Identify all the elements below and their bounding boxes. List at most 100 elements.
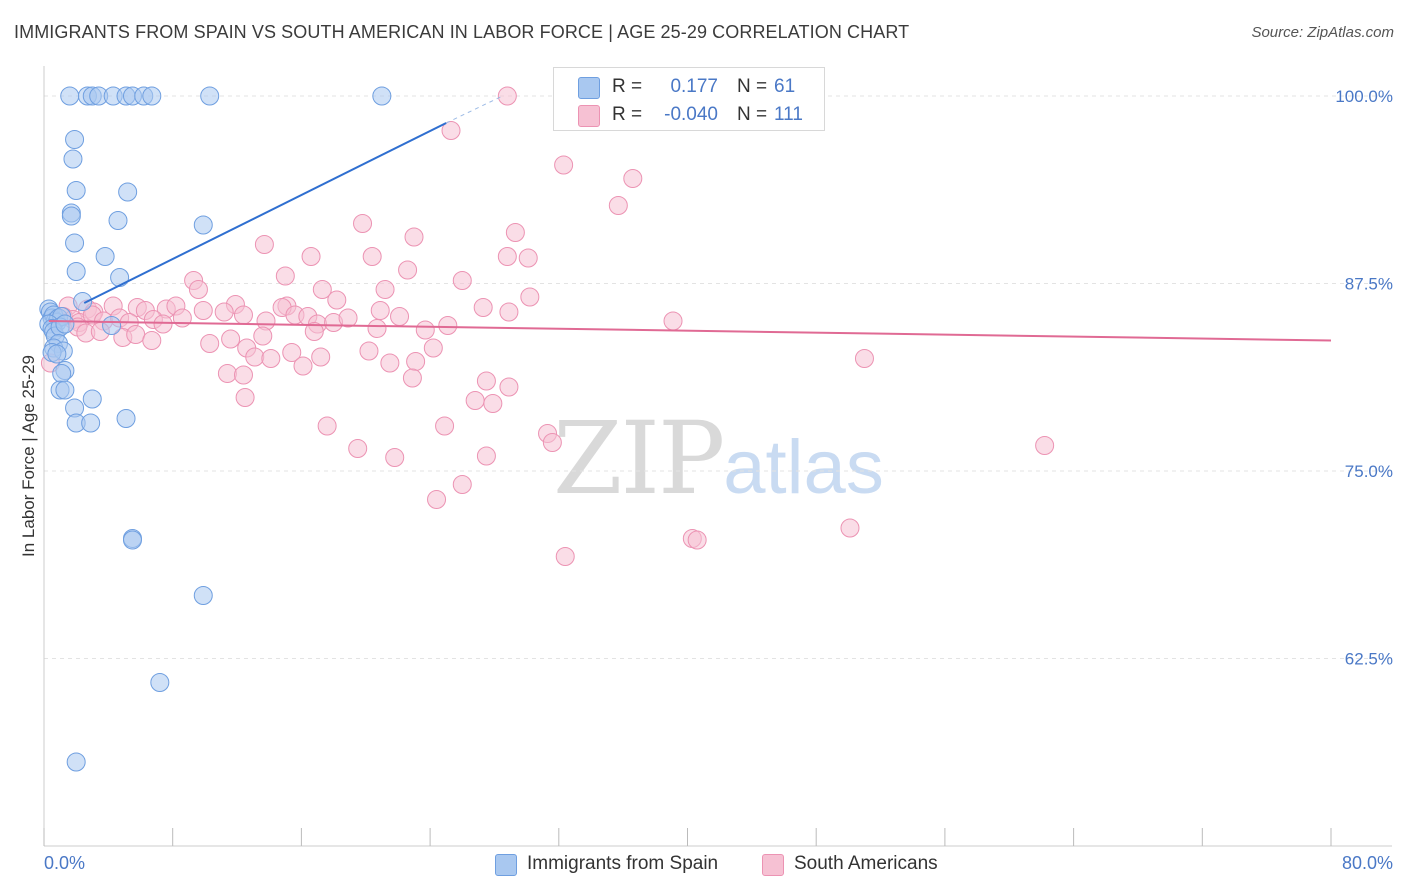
series-south-americans-points: [40, 86, 1055, 566]
y-axis-title: In Labor Force | Age 25-29: [19, 355, 38, 557]
data-point-immigrants-from-spain: [95, 247, 115, 266]
data-point-south-americans: [380, 353, 400, 373]
data-point-immigrants-from-spain: [82, 389, 102, 409]
data-point-immigrants-from-spain: [65, 233, 85, 253]
data-point-south-americans: [362, 247, 382, 266]
data-point-south-americans: [840, 518, 860, 538]
data-point-south-americans: [499, 302, 519, 322]
data-point-immigrants-from-spain: [55, 380, 75, 400]
data-point-south-americans: [253, 326, 273, 346]
data-point-south-americans: [214, 302, 234, 322]
series-immigrants-from-spain-points: [39, 86, 392, 772]
data-point-south-americans: [338, 308, 358, 328]
data-point-south-americans: [367, 319, 387, 338]
legend-n-label: N =: [737, 104, 768, 125]
data-point-immigrants-from-spain: [193, 215, 213, 235]
data-point-south-americans: [353, 214, 373, 233]
data-point-south-americans: [301, 247, 321, 266]
data-point-south-americans: [311, 347, 331, 367]
data-point-south-americans: [520, 287, 540, 307]
data-point-immigrants-from-spain: [193, 586, 213, 605]
y-tick-label: 62.5%: [1345, 650, 1393, 669]
data-point-south-americans: [217, 364, 237, 383]
data-point-south-americans: [687, 530, 707, 550]
data-point-south-americans: [172, 308, 192, 328]
legend-r-value: 0.177: [670, 76, 718, 97]
source-credit: Source: ZipAtlas.com: [1251, 24, 1394, 41]
data-point-south-americans: [404, 227, 424, 247]
data-point-south-americans: [423, 338, 443, 358]
x-tick-label: 80.0%: [1342, 853, 1393, 873]
data-point-immigrants-from-spain: [60, 86, 80, 106]
data-point-south-americans: [497, 247, 517, 266]
data-point-south-americans: [452, 271, 472, 290]
data-point-immigrants-from-spain: [116, 409, 136, 428]
legend-n-label: N =: [737, 76, 768, 97]
data-point-immigrants-from-spain: [102, 316, 122, 335]
data-point-immigrants-from-spain: [55, 314, 75, 334]
data-point-immigrants-from-spain: [52, 364, 72, 383]
trend-lines: [48, 95, 1332, 342]
legend-r-label: R =: [612, 104, 643, 125]
data-point-immigrants-from-spain: [66, 262, 86, 281]
data-point-south-americans: [465, 391, 485, 410]
legend-r-value: -0.040: [664, 104, 718, 125]
data-point-south-americans: [499, 377, 519, 397]
data-point-south-americans: [505, 223, 525, 242]
trend-line-south-americans: [48, 320, 1332, 342]
data-point-south-americans: [261, 349, 281, 368]
data-point-immigrants-from-spain: [66, 181, 86, 200]
legend-swatch-blue: [495, 854, 517, 876]
data-point-south-americans: [518, 248, 538, 268]
data-point-south-americans: [476, 371, 496, 391]
data-point-south-americans: [304, 322, 324, 341]
data-point-south-americans: [317, 416, 337, 436]
data-point-south-americans: [406, 352, 426, 371]
chart-title: IMMIGRANTS FROM SPAIN VS SOUTH AMERICAN …: [14, 22, 910, 42]
data-point-south-americans: [126, 325, 146, 344]
data-point-immigrants-from-spain: [65, 130, 85, 149]
data-point-south-americans: [554, 155, 574, 175]
data-point-immigrants-from-spain: [372, 86, 392, 106]
data-point-immigrants-from-spain: [118, 182, 138, 202]
data-point-south-americans: [398, 260, 418, 280]
data-point-south-americans: [233, 365, 253, 385]
data-point-south-americans: [438, 316, 458, 335]
data-point-south-americans: [293, 356, 313, 376]
data-point-south-americans: [476, 446, 496, 466]
data-point-immigrants-from-spain: [73, 292, 93, 311]
data-point-immigrants-from-spain: [142, 86, 162, 106]
data-point-immigrants-from-spain: [150, 673, 170, 692]
legend-row-spain: R = 0.177 N = 61: [554, 73, 824, 101]
data-point-south-americans: [153, 314, 173, 334]
data-point-south-americans: [385, 448, 405, 467]
data-point-immigrants-from-spain: [47, 344, 67, 364]
y-tick-label: 87.5%: [1345, 275, 1393, 294]
data-point-immigrants-from-spain: [108, 211, 128, 230]
legend-label-south-americans: South Americans: [794, 853, 938, 874]
data-point-south-americans: [233, 305, 253, 325]
data-point-immigrants-from-spain: [122, 530, 142, 550]
data-point-south-americans: [245, 347, 265, 367]
data-point-south-americans: [327, 290, 347, 310]
data-point-south-americans: [427, 490, 447, 509]
data-point-immigrants-from-spain: [81, 413, 101, 433]
series-legend: Immigrants from Spain South Americans: [0, 852, 1406, 878]
data-point-immigrants-from-spain: [63, 149, 83, 169]
y-tick-label: 75.0%: [1345, 462, 1393, 481]
legend-swatch-pink: [762, 854, 784, 876]
watermark-atlas: atlas: [723, 425, 884, 510]
data-point-south-americans: [623, 169, 643, 188]
legend-n-value: 61: [774, 76, 796, 97]
data-point-south-americans: [370, 301, 390, 320]
data-point-south-americans: [221, 329, 241, 349]
data-point-south-americans: [188, 280, 208, 299]
data-point-south-americans: [275, 266, 295, 286]
data-point-south-americans: [663, 311, 683, 331]
trend-line-immigrants-from-spain: [83, 122, 447, 304]
data-point-immigrants-from-spain: [61, 206, 81, 226]
data-point-south-americans: [555, 547, 575, 566]
data-point-south-americans: [348, 439, 368, 458]
data-point-south-americans: [473, 298, 493, 317]
watermark-zip: ZIP: [553, 400, 725, 517]
